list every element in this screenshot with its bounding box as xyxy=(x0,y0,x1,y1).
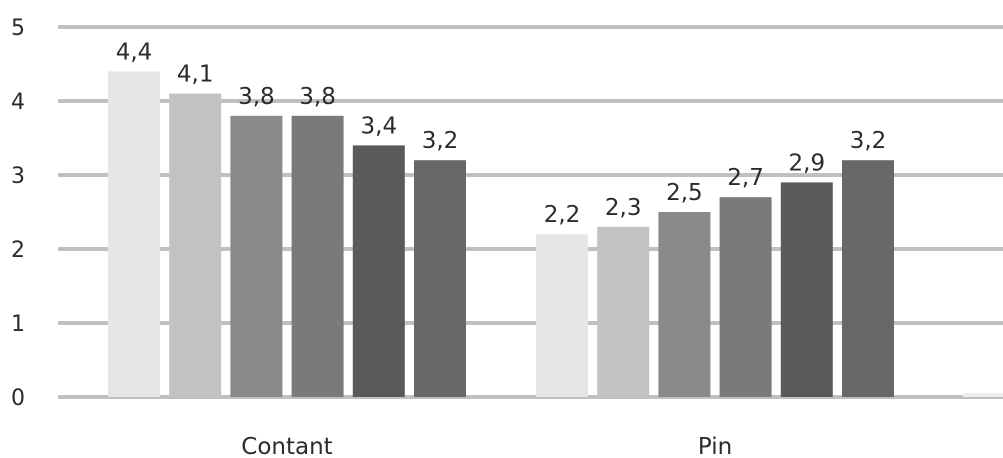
data-label: 2,9 xyxy=(789,150,826,176)
bar xyxy=(597,226,650,397)
y-axis-ticks: 0 1 2 3 4 5 xyxy=(11,16,25,411)
y-tick-label: 1 xyxy=(11,312,25,337)
bar xyxy=(719,197,772,397)
legend-remnant xyxy=(963,393,1003,397)
bar xyxy=(842,160,894,397)
bar xyxy=(352,145,405,397)
y-tick-label: 4 xyxy=(11,90,25,115)
bars xyxy=(108,71,894,398)
data-label: 3,4 xyxy=(361,113,398,139)
data-label: 2,3 xyxy=(605,195,642,221)
y-tick-label: 0 xyxy=(11,386,25,411)
data-label: 2,7 xyxy=(727,165,764,191)
data-label: 3,8 xyxy=(299,84,336,110)
data-label: 3,8 xyxy=(238,84,275,110)
bar xyxy=(291,115,344,398)
data-labels: 4,4 4,1 3,8 3,8 3,4 3,2 2,2 2,3 2,5 2,7 2,9 3,2 xyxy=(116,39,887,228)
bar xyxy=(536,234,588,397)
data-label: 2,5 xyxy=(666,180,703,206)
bar xyxy=(230,115,283,398)
y-tick-label: 3 xyxy=(11,164,25,189)
bar xyxy=(658,212,711,397)
data-label: 2,2 xyxy=(544,202,581,228)
data-label: 3,2 xyxy=(422,128,459,154)
data-label: 3,2 xyxy=(850,128,887,154)
y-tick-label: 2 xyxy=(11,238,25,263)
bar xyxy=(780,182,833,397)
data-label: 4,4 xyxy=(116,39,153,65)
bar xyxy=(169,93,222,397)
bar xyxy=(108,71,160,398)
data-label: 4,1 xyxy=(177,62,214,88)
category-label: Pin xyxy=(698,434,732,458)
x-axis-categories: Contant Pin xyxy=(241,434,732,458)
y-tick-label: 5 xyxy=(11,16,25,41)
bar xyxy=(414,160,466,397)
category-label: Contant xyxy=(241,434,332,458)
